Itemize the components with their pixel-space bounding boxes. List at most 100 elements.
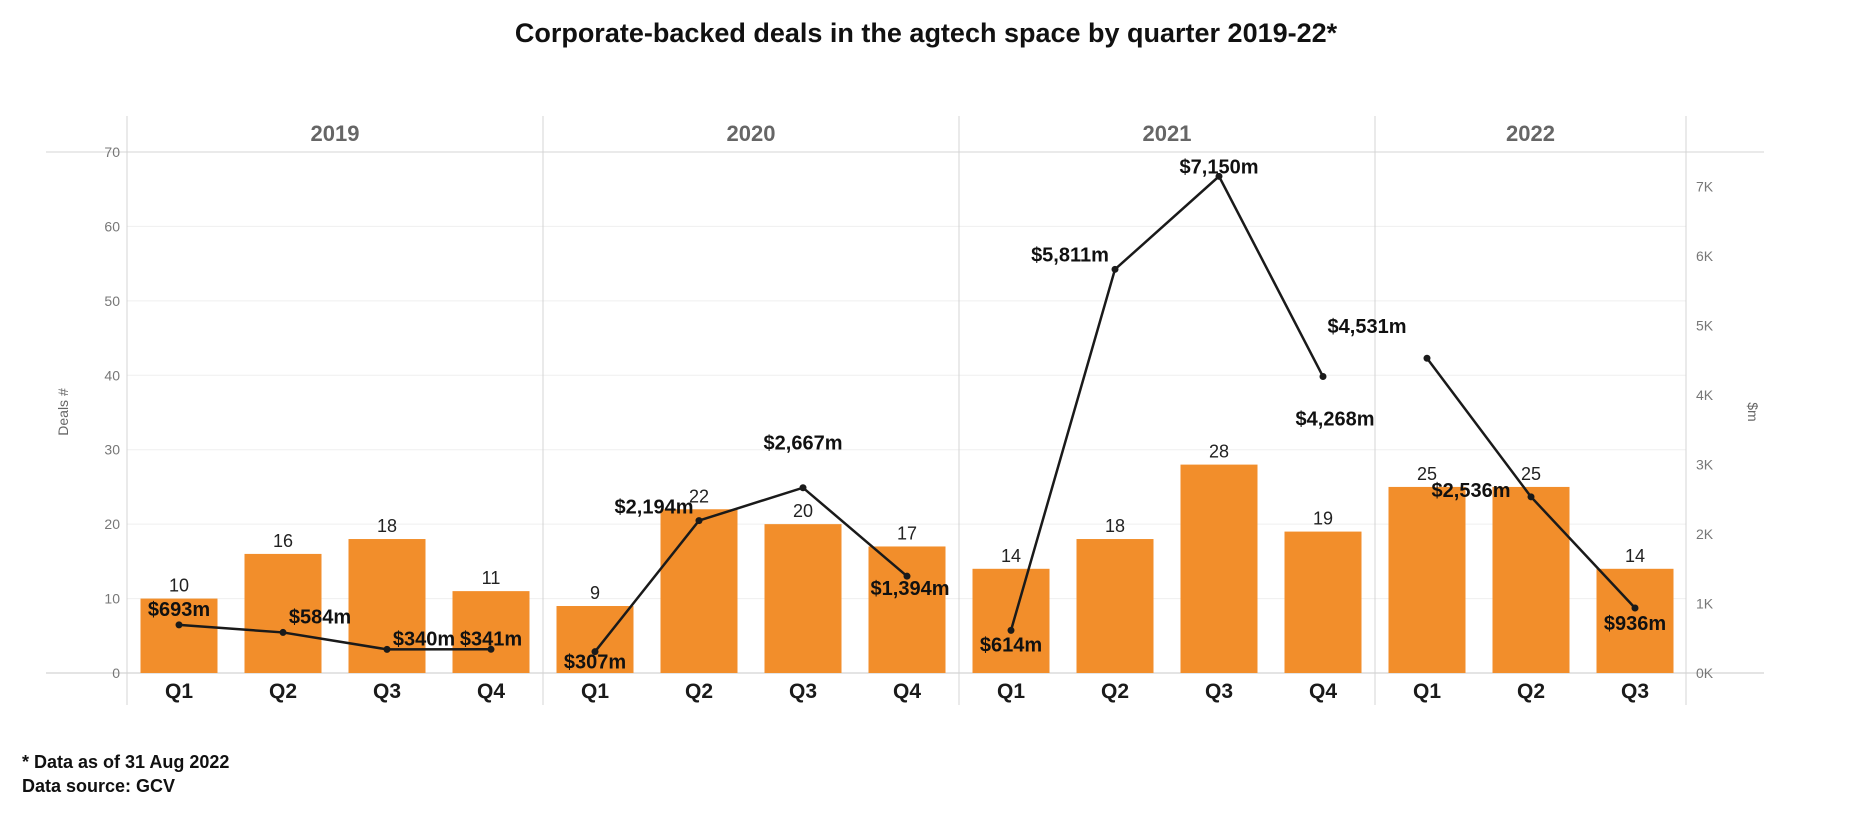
y2-axis-tick-label: 2K: [1696, 526, 1714, 542]
bar: [452, 591, 530, 673]
amount-line: [594, 486, 908, 653]
bar: [660, 509, 738, 673]
y-axis-title: Deals #: [55, 388, 71, 436]
y2-axis-tick-label: 6K: [1696, 248, 1714, 264]
quarter-label: Q1: [997, 680, 1025, 703]
bar: [972, 568, 1050, 673]
quarter-label: Q3: [1621, 680, 1649, 703]
y2-axis-tick-label: 1K: [1696, 596, 1714, 612]
amount-label: $584m: [289, 606, 351, 628]
amount-label: $341m: [460, 628, 522, 650]
y-axis-tick-label: 40: [104, 367, 120, 383]
bar: [244, 553, 322, 673]
bar: [1388, 486, 1466, 673]
amount-point: [175, 621, 183, 629]
bar-value-label: 14: [1001, 546, 1021, 566]
quarter-label: Q3: [789, 680, 817, 703]
quarter-label: Q1: [165, 680, 193, 703]
bar-value-label: 17: [897, 523, 917, 543]
quarter-label: Q4: [477, 680, 505, 703]
y-axis-tick-label: 20: [104, 516, 120, 532]
y-axis-tick-label: 30: [104, 442, 120, 458]
bar-value-label: 28: [1209, 442, 1229, 462]
amount-point: [799, 484, 807, 492]
bar: [1596, 568, 1674, 673]
amount-label: $7,150m: [1180, 156, 1259, 178]
bar: [1492, 486, 1570, 673]
year-header: 2019: [311, 121, 360, 146]
amount-point: [591, 648, 599, 656]
bar-value-label: 18: [1105, 516, 1125, 536]
amount-point: [1319, 373, 1327, 381]
amount-label: $1,394m: [871, 578, 950, 600]
bar-value-label: 9: [590, 583, 600, 603]
amount-label: $936m: [1604, 613, 1666, 635]
year-header: 2020: [727, 121, 776, 146]
bar-value-label: 18: [377, 516, 397, 536]
amount-point: [1215, 172, 1223, 180]
amount-point: [1527, 493, 1535, 501]
quarter-label: Q2: [1101, 680, 1129, 703]
amount-label: $340m: [393, 628, 455, 650]
bar-value-label: 11: [482, 568, 501, 588]
amount-point: [1007, 626, 1015, 634]
bar-value-label: 20: [793, 501, 813, 521]
bar: [556, 606, 634, 673]
quarter-label: Q2: [269, 680, 297, 703]
quarter-label: Q2: [1517, 680, 1545, 703]
y-axis-tick-label: 70: [104, 144, 120, 160]
y2-axis-tick-label: 3K: [1696, 457, 1714, 473]
amount-label: $2,536m: [1432, 480, 1511, 502]
amount-point: [279, 628, 287, 636]
amount-point: [383, 645, 391, 653]
amount-point: [1631, 604, 1639, 612]
bar: [764, 524, 842, 673]
y2-axis-tick-label: 7K: [1696, 179, 1714, 195]
amount-label: $2,667m: [764, 433, 843, 455]
data-source: Data source: GCV: [22, 776, 176, 796]
amount-point: [487, 645, 495, 653]
bar: [140, 598, 218, 673]
amount-line: [178, 623, 492, 651]
amount-point: [903, 572, 911, 580]
quarter-label: Q2: [685, 680, 713, 703]
y2-axis-title: $m: [1745, 402, 1761, 421]
amount-line: [1009, 174, 1325, 631]
quarter-label: Q3: [373, 680, 401, 703]
bar-value-label: 16: [273, 531, 293, 551]
amount-label: $5,811m: [1031, 244, 1109, 266]
year-header: 2022: [1506, 121, 1555, 146]
y2-axis-tick-label: 5K: [1696, 318, 1714, 334]
y-axis-tick-label: 10: [104, 591, 120, 607]
amount-point: [1423, 354, 1431, 362]
bar-value-label: 25: [1521, 464, 1541, 484]
bar-value-label: 10: [169, 576, 189, 596]
y-axis-tick-label: 0: [112, 665, 120, 681]
y-axis-tick-label: 50: [104, 293, 120, 309]
bar: [1284, 531, 1362, 673]
bar: [1180, 464, 1258, 673]
bar-value-label: 22: [689, 486, 709, 506]
bar-value-label: 14: [1625, 546, 1645, 566]
amount-label: $614m: [980, 634, 1042, 656]
bar-value-label: 25: [1417, 464, 1437, 484]
quarter-label: Q1: [1413, 680, 1441, 703]
amount-point: [695, 517, 703, 525]
amount-label: $693m: [148, 599, 210, 621]
amount-label: $307m: [564, 652, 626, 674]
y2-axis-tick-label: 4K: [1696, 387, 1714, 403]
bar: [868, 546, 946, 673]
amount-label: $4,268m: [1296, 409, 1375, 431]
quarter-label: Q4: [1309, 680, 1337, 703]
y2-axis-tick-label: 0K: [1696, 665, 1714, 681]
bar-value-label: 19: [1313, 509, 1333, 529]
quarter-label: Q3: [1205, 680, 1233, 703]
amount-label: $2,194m: [615, 497, 694, 519]
bar: [1076, 539, 1154, 673]
quarter-label: Q1: [581, 680, 609, 703]
amount-point: [1111, 265, 1119, 273]
chart-title: Corporate-backed deals in the agtech spa…: [514, 18, 1338, 48]
quarter-label: Q4: [893, 680, 921, 703]
y-axis-tick-label: 60: [104, 218, 120, 234]
